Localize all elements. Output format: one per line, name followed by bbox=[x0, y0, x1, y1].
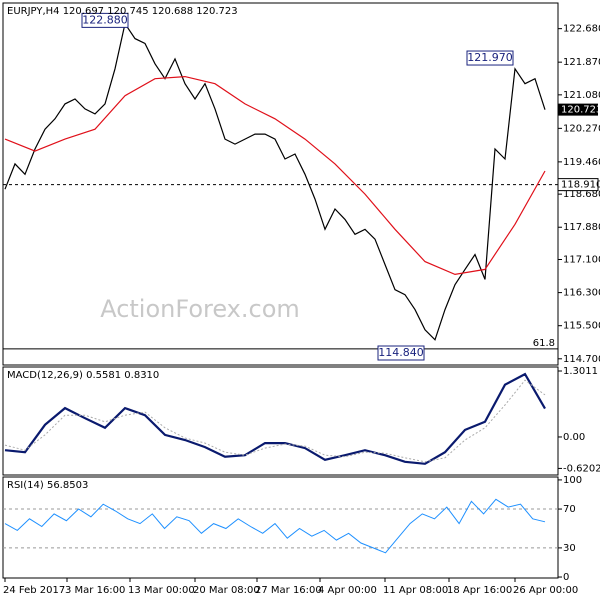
last-price-label: 120.723 bbox=[561, 105, 600, 116]
panel-title: RSI(14) 56.8503 bbox=[7, 480, 88, 491]
y-tick-label: 121.080 bbox=[563, 90, 600, 101]
y-tick-label: -0.6202 bbox=[563, 463, 600, 474]
panel-frame bbox=[2, 476, 559, 579]
y-tick-label: 117.880 bbox=[563, 222, 600, 233]
series-line bbox=[4, 22, 546, 341]
annotation-label: 114.840 bbox=[378, 346, 424, 359]
y-tick-label: 70 bbox=[563, 504, 576, 515]
y-tick-label: 100 bbox=[563, 475, 582, 486]
y-tick-label: 114.700 bbox=[563, 354, 600, 365]
y-tick-label: 117.100 bbox=[563, 255, 600, 266]
x-tick-label: 3 Mar 16:00 bbox=[65, 585, 125, 596]
y-tick-label: 0 bbox=[563, 572, 569, 583]
x-tick-label: 18 Apr 16:00 bbox=[447, 585, 512, 596]
y-tick-label: 118.680 bbox=[563, 189, 600, 200]
y-tick-label: 121.870 bbox=[563, 57, 600, 68]
x-tick-label: 27 Mar 16:00 bbox=[255, 585, 322, 596]
y-tick-label: 122.680 bbox=[563, 24, 600, 35]
y-tick-label: 30 bbox=[563, 543, 576, 554]
x-tick-label: 11 Apr 08:00 bbox=[383, 585, 448, 596]
series-line bbox=[4, 379, 546, 463]
fib-label: 61.8 bbox=[533, 338, 555, 349]
annotation-label: 122.880 bbox=[82, 13, 128, 26]
last-price-box bbox=[558, 103, 598, 116]
x-tick-label: 4 Apr 00:00 bbox=[318, 585, 377, 596]
x-tick-label: 20 Mar 08:00 bbox=[193, 585, 260, 596]
panel-title: MACD(12,26,9) 0.5581 0.8310 bbox=[7, 370, 159, 381]
y-tick-label: 120.270 bbox=[563, 123, 600, 134]
x-tick-label: 26 Apr 00:00 bbox=[513, 585, 578, 596]
x-tick-label: 13 Mar 00:00 bbox=[128, 585, 195, 596]
y-tick-label: 1.3011 bbox=[563, 366, 598, 377]
annotation-box bbox=[466, 50, 514, 66]
y-tick-label: 115.500 bbox=[563, 321, 600, 332]
series-line bbox=[4, 372, 546, 465]
y-tick-label: 116.300 bbox=[563, 288, 600, 299]
panel-frame bbox=[2, 366, 559, 476]
y-tick-label: 119.460 bbox=[563, 157, 600, 168]
watermark: ActionForex.com bbox=[100, 295, 300, 323]
series-line bbox=[4, 498, 546, 554]
x-tick-label: 24 Feb 2017 bbox=[3, 585, 65, 596]
annotation-box bbox=[81, 12, 129, 28]
level-box bbox=[557, 178, 599, 192]
annotation-box bbox=[377, 345, 425, 361]
panel-title: EURJPY,H4 120.697 120.745 120.688 120.72… bbox=[7, 6, 238, 17]
y-tick-label: 0.00 bbox=[563, 432, 585, 443]
annotation-label: 121.970 bbox=[467, 51, 513, 64]
series-line bbox=[4, 75, 546, 276]
level-label: 118.910 bbox=[561, 180, 600, 191]
